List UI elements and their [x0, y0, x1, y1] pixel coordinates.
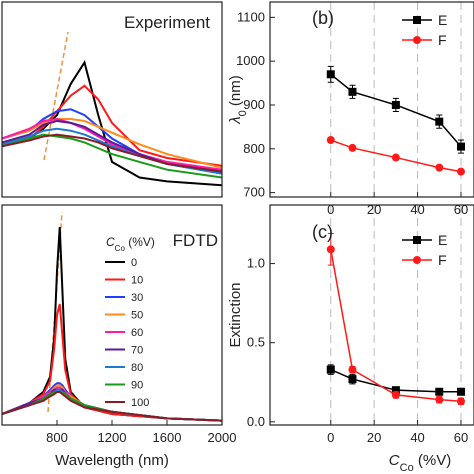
legend-label: 80	[131, 362, 143, 374]
plot-frame	[1, 1, 223, 198]
marker	[435, 387, 444, 396]
series-line	[1, 84, 223, 167]
series-line	[1, 119, 223, 173]
series-line	[1, 391, 223, 422]
legend-label: 50	[131, 310, 143, 322]
legend-label: E	[438, 12, 447, 28]
legend-marker	[413, 16, 421, 24]
x-axis-label-part: C	[389, 452, 400, 469]
y-tick-label: 1000	[236, 53, 265, 68]
series-line	[1, 118, 223, 169]
y-axis-label-part: (nm)	[227, 75, 244, 110]
x-tick-label: 0	[327, 430, 334, 445]
panel-label: (b)	[312, 8, 334, 28]
x-axis-label: Wavelength (nm)	[55, 452, 169, 469]
marker	[456, 397, 465, 406]
panel-title: FDTD	[173, 231, 218, 250]
marker	[326, 245, 335, 254]
plot-frame	[269, 1, 474, 198]
series-line	[1, 388, 223, 422]
y-tick-label: 700	[243, 185, 265, 200]
legend-marker	[413, 236, 421, 244]
legend-label: 60	[131, 327, 143, 339]
y-tick-label: 1.0	[247, 256, 265, 271]
x-axis-label-part: (%V)	[414, 452, 452, 469]
y-tick-label: 800	[243, 141, 265, 156]
guide-line	[43, 31, 69, 161]
y-axis-label: λ0 (nm)	[227, 75, 249, 125]
marker	[435, 395, 444, 404]
marker	[391, 153, 400, 162]
legend-title: CCo (%V)	[106, 235, 155, 253]
x-tick-label: 60	[454, 430, 468, 445]
legend-label: 90	[131, 380, 143, 392]
marker	[435, 117, 444, 126]
plot-frame	[269, 204, 474, 426]
marker	[326, 136, 335, 145]
marker	[391, 100, 400, 109]
marker	[435, 163, 444, 172]
legend-title-part: C	[106, 235, 115, 249]
y-axis-label: Extinction	[227, 282, 244, 347]
y-tick-label: 900	[243, 97, 265, 112]
y-tick-label: 1100	[237, 9, 265, 24]
x-axis-label-part: Co	[400, 462, 414, 474]
marker	[348, 365, 357, 374]
series-line	[1, 133, 223, 173]
x-tick-label: 1200	[98, 430, 127, 445]
x-tick-label: 40	[410, 430, 424, 445]
panel-label: (c)	[312, 222, 333, 242]
x-tick-label: 800	[46, 430, 68, 445]
marker	[391, 386, 400, 395]
x-tick-label: 20	[367, 430, 381, 445]
marker	[391, 390, 400, 399]
y-tick-label: 0.5	[247, 335, 265, 350]
y-axis-label-part: Extinction	[227, 282, 244, 347]
series-line	[1, 226, 223, 422]
y-axis-label-part: 0	[237, 110, 249, 116]
legend-marker	[413, 256, 421, 264]
marker	[348, 375, 357, 384]
panel-title: Experiment	[124, 13, 210, 32]
x-tick-label: 2000	[208, 430, 237, 445]
legend-label: F	[438, 252, 447, 268]
y-tick-label: 0.0	[247, 414, 265, 429]
legend-label: F	[438, 32, 447, 48]
series-line	[1, 388, 223, 422]
series-line	[1, 391, 223, 422]
marker	[326, 365, 335, 374]
marker	[348, 87, 357, 96]
legend-marker	[413, 36, 421, 44]
y-axis-label-part: λ	[227, 116, 244, 124]
marker	[348, 143, 357, 152]
x-tick-label: 1600	[153, 430, 182, 445]
marker	[456, 142, 465, 151]
legend-label: 10	[131, 275, 143, 287]
legend-label: 0	[131, 257, 137, 269]
marker	[456, 387, 465, 396]
legend-title-part: (%V)	[125, 235, 155, 249]
legend-title-part: Co	[115, 244, 126, 253]
legend-label: 100	[131, 397, 149, 409]
marker	[456, 167, 465, 176]
series-line	[1, 303, 223, 422]
marker	[326, 70, 335, 79]
x-axis-label: CCo (%V)	[389, 452, 451, 474]
legend-label: E	[438, 232, 447, 248]
legend-label: 30	[131, 292, 143, 304]
series-line	[1, 133, 223, 179]
legend-label: 70	[131, 345, 143, 357]
